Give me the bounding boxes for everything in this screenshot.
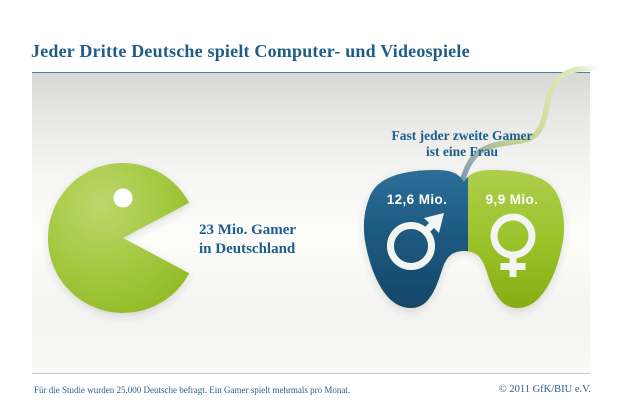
male-count-value: 12,6 Mio. [386, 192, 448, 207]
female-share-line1: Fast jeder zweite Gamer [391, 128, 533, 143]
pacman-eye [113, 188, 133, 208]
source-note: Für die Studie wurden 25.000 Deutsche be… [34, 385, 351, 395]
copyright-label: © 2011 GfK/BIU e.V. [498, 384, 591, 395]
gamepad-cable-icon [457, 64, 604, 193]
female-count-value: 9,9 Mio. [485, 192, 539, 207]
total-gamers-label: 23 Mio. Gamer in Deutschland [199, 221, 359, 259]
total-gamers-line1: 23 Mio. Gamer [199, 222, 297, 238]
gamepad-male-half [363, 170, 468, 308]
female-symbol-icon [490, 213, 536, 277]
male-symbol-icon [387, 213, 444, 270]
pacman-icon [47, 163, 190, 313]
page-title: Jeder Dritte Deutsche spielt Computer- u… [31, 41, 470, 61]
female-share-annotation: Fast jeder zweite Gamer ist eine Frau [352, 128, 572, 159]
female-share-line2: ist eine Frau [426, 143, 498, 159]
total-gamers-line2: in Deutschland [199, 241, 296, 257]
